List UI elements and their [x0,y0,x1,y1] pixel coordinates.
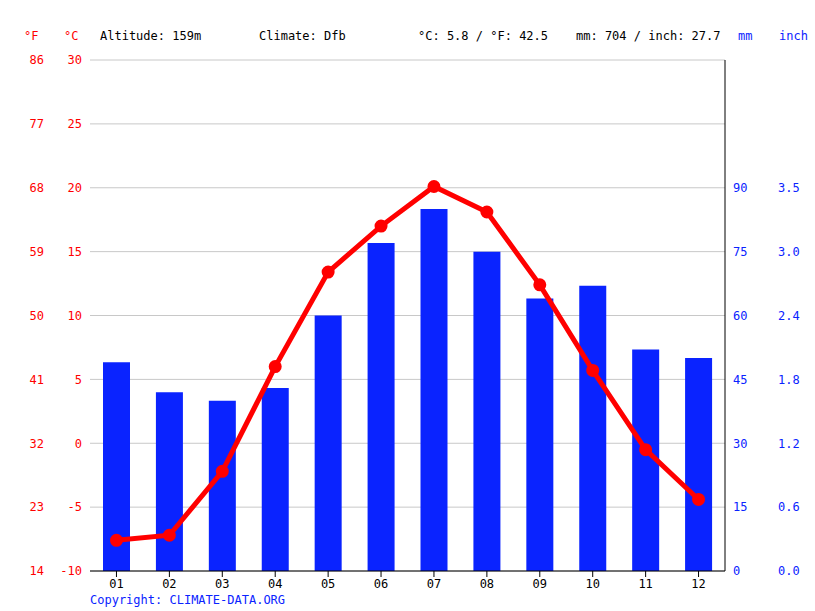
svg-text:09: 09 [533,577,547,591]
svg-text:3.5: 3.5 [778,181,800,195]
svg-text:07: 07 [427,577,441,591]
svg-text:77: 77 [30,117,44,131]
svg-text:1.2: 1.2 [778,437,800,451]
svg-text:45: 45 [733,373,747,387]
svg-text:32: 32 [30,437,44,451]
svg-text:50: 50 [30,309,44,323]
html-text:mm: mm [738,29,753,43]
svg-text:86: 86 [30,53,44,67]
svg-text:41: 41 [30,373,44,387]
svg-text:06: 06 [374,577,388,591]
html-text:inch: inch [779,29,808,43]
svg-text:12: 12 [691,577,705,591]
svg-text:15: 15 [68,245,82,259]
svg-text:02: 02 [162,577,176,591]
svg-text:05: 05 [321,577,335,591]
svg-text:03: 03 [215,577,229,591]
svg-text:25: 25 [68,117,82,131]
svg-text:60: 60 [733,309,747,323]
html-text:Climate: Dfb: Climate: Dfb [259,29,346,43]
html-text:mm: 704 / inch: 27.7: mm: 704 / inch: 27.7 [576,29,721,43]
svg-text:10: 10 [68,309,82,323]
svg-text:68: 68 [30,181,44,195]
svg-text:0: 0 [75,437,82,451]
svg-text:59: 59 [30,245,44,259]
html-text:Altitude: 159m: Altitude: 159m [100,29,202,43]
svg-text:75: 75 [733,245,747,259]
svg-text:14: 14 [30,564,44,578]
svg-text:5: 5 [75,373,82,387]
html-text:°C: °C [64,29,79,43]
svg-text:0.6: 0.6 [778,500,800,514]
svg-text:08: 08 [480,577,494,591]
svg-text:30: 30 [733,437,747,451]
svg-text:11: 11 [638,577,652,591]
svg-text:1.8: 1.8 [778,373,800,387]
svg-text:04: 04 [268,577,282,591]
svg-text:10: 10 [585,577,599,591]
html-text:°C: 5.8 / °F: 42.5: °C: 5.8 / °F: 42.5 [418,29,548,43]
svg-text:-5: -5 [68,500,82,514]
svg-text:-10: -10 [60,564,82,578]
svg-text:30: 30 [68,53,82,67]
html-text:°F: °F [24,29,39,43]
svg-text:2.4: 2.4 [778,309,800,323]
svg-text:20: 20 [68,181,82,195]
svg-text:0.0: 0.0 [778,564,800,578]
svg-text:3.0: 3.0 [778,245,800,259]
svg-text:23: 23 [30,500,44,514]
svg-text:0: 0 [733,564,740,578]
svg-text:90: 90 [733,181,747,195]
html-text:Copyright: CLIMATE-DATA.ORG: Copyright: CLIMATE-DATA.ORG [90,593,286,607]
svg-text:15: 15 [733,500,747,514]
svg-text:01: 01 [109,577,123,591]
